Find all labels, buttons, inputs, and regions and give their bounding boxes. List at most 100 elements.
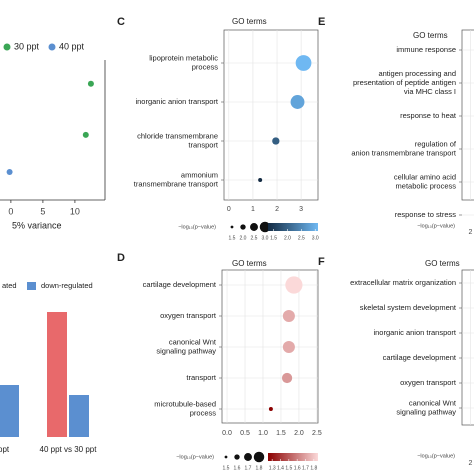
colorbar-tick-label: 1.5 [270, 235, 277, 241]
size-legend-label: 1.8 [256, 465, 263, 471]
legend-dot [3, 43, 11, 51]
y-tick-label: cartilage development [143, 280, 217, 289]
x-tick-label: 1 [251, 206, 255, 213]
x-tick-label: 3 [299, 206, 303, 213]
y-tick-label: antigen processing and presentation of pe… [353, 69, 456, 96]
y-tick-label: skeletal system development [360, 303, 457, 312]
y-tick-label: cellular amino acid metabolic process [394, 172, 456, 190]
y-tick-label: extracellular matrix organization [350, 278, 456, 287]
plot-frame [221, 269, 319, 424]
size-legend-dot [250, 223, 258, 231]
bar [0, 385, 19, 437]
legend-label: ated [2, 281, 17, 290]
bar [69, 395, 89, 437]
y-tick-label: response to stress [395, 210, 457, 219]
x-tick-label: 0.5 [240, 430, 250, 437]
colorbar [268, 223, 318, 231]
colorbar-tick-label: 2.0 [284, 235, 291, 241]
size-legend-dot [253, 451, 265, 463]
legend-title: −log₁₀(p−value) [417, 453, 455, 459]
colorbar-tick-label: 1.6 [294, 465, 301, 471]
point [82, 131, 89, 138]
y-tick-label: immune response [396, 45, 456, 54]
y-tick-label: chloride transmembrane transport [137, 131, 219, 149]
size-legend-dot [244, 453, 252, 461]
y-tick-label: oxygen transport [400, 378, 457, 387]
panel-letter: E [318, 16, 325, 28]
x-tick-label: 1.0 [258, 430, 268, 437]
colorbar-tick-label: 1.4 [277, 465, 284, 471]
point [258, 178, 263, 182]
x-tick-label: 2 [469, 229, 473, 236]
size-legend-label: 3.0 [262, 235, 269, 241]
y-tick-label: transport [186, 373, 217, 382]
x-tick-label: 10 [70, 206, 80, 216]
legend-title: GO terms [425, 259, 460, 268]
point [6, 169, 13, 175]
y-tick-label: inorganic anion transport [373, 328, 456, 337]
y-tick-label: oxygen transport [160, 311, 217, 320]
legend-title: −log₁₀(p−value) [178, 224, 216, 230]
colorbar-tick-label: 1.3 [269, 465, 276, 471]
point [295, 55, 312, 71]
size-legend-dot [259, 221, 271, 233]
legend-title: GO terms [232, 259, 267, 268]
legend-swatch [27, 282, 36, 290]
y-tick-label: canonical Wnt signaling pathway [396, 398, 457, 416]
size-legend-label: 1.7 [245, 465, 252, 471]
panel-letter: C [117, 16, 125, 28]
point [268, 407, 273, 411]
plot-frame [461, 269, 474, 426]
x-tick-label: 2.0 [294, 430, 304, 437]
size-legend-label: 1.5 [229, 235, 236, 241]
colorbar-tick-label: 1.5 [285, 465, 292, 471]
size-legend-label: 2.5 [251, 235, 258, 241]
panel-letter: D [117, 252, 125, 264]
point [272, 137, 280, 145]
x-tick-label: 2 [469, 460, 473, 467]
x-tick-label: 0.0 [222, 430, 232, 437]
x-axis-label: 5% variance [12, 220, 62, 230]
x-tick-label: 2.5 [312, 430, 322, 437]
legend-title: GO terms [232, 17, 267, 26]
x-tick-label: 0 [227, 206, 231, 213]
plot-frame [461, 29, 474, 201]
size-legend-label: 1.5 [223, 465, 230, 471]
panel-letter: F [318, 256, 325, 268]
y-tick-label: microtubule-based process [154, 399, 216, 417]
x-tick-label: 40 ppt [0, 445, 10, 454]
size-legend-label: 1.6 [234, 465, 241, 471]
legend-title: −log₁₀(p−value) [417, 223, 455, 229]
y-tick-label: response to heat [400, 111, 457, 120]
colorbar [268, 453, 318, 461]
y-tick-label: canonical Wnt signaling pathway [156, 337, 217, 355]
size-legend-dot [234, 454, 240, 460]
point [285, 276, 303, 294]
x-tick-label: 1.5 [276, 430, 286, 437]
legend-label: 30 ppt [14, 41, 40, 51]
y-tick-label: ammonium transmembrane transport [134, 170, 219, 188]
legend-label: 40 ppt [59, 41, 85, 51]
x-tick-label: 0 [8, 206, 13, 216]
legend-label: down-regulated [41, 281, 93, 290]
legend-title: −log₁₀(p−value) [176, 454, 214, 460]
x-tick-label: 2 [275, 206, 279, 213]
legend-dot [48, 43, 56, 51]
point [282, 309, 295, 323]
size-legend-dot [224, 455, 228, 459]
colorbar-tick-label: 2.5 [298, 235, 305, 241]
size-legend-dot [230, 225, 234, 229]
colorbar-tick-label: 3.0 [312, 235, 319, 241]
bar [47, 312, 67, 437]
point [281, 372, 293, 384]
x-tick-label: 40 ppt vs 30 ppt [40, 445, 98, 454]
x-tick-label: 5 [40, 206, 45, 216]
y-tick-label: lipoprotein metabolic process [149, 53, 218, 71]
colorbar-tick-label: 1.8 [310, 465, 317, 471]
legend-title: GO terms [413, 31, 448, 40]
y-tick-label: inorganic anion transport [135, 97, 218, 106]
point [282, 340, 295, 354]
y-tick-label: cartilage development [383, 353, 457, 362]
colorbar-tick-label: 1.7 [302, 465, 309, 471]
point [87, 80, 94, 87]
